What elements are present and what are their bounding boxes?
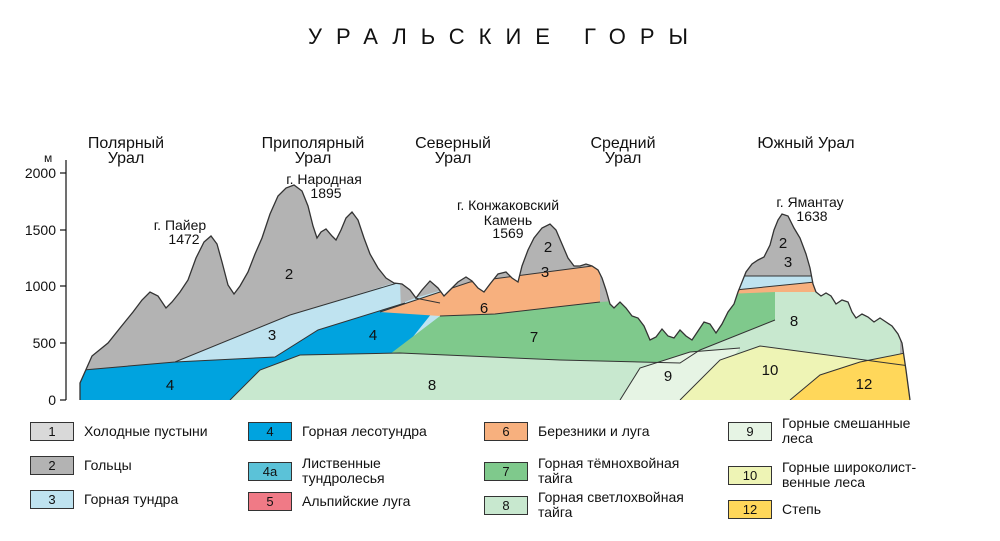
vegetation-zones	[80, 185, 910, 400]
zone-birch-meadows	[380, 265, 600, 316]
zone-label: 3	[268, 327, 276, 344]
legend-label: Лиственные тундролесья	[302, 455, 385, 486]
zone-boundaries	[80, 264, 910, 400]
zone-label: 6	[480, 300, 488, 317]
legend-swatch: 1	[30, 422, 74, 441]
legend-swatch: 5	[248, 492, 292, 511]
legend-swatch: 12	[728, 500, 772, 519]
zone-light-taiga	[230, 292, 900, 400]
legend-label: Горные широколист- венные леса	[782, 459, 917, 490]
y-axis-unit: м	[44, 151, 52, 165]
terrain-profile	[79, 184, 911, 401]
region-subpolar-urals: Приполярный Урал	[262, 135, 365, 167]
legend-swatch: 10	[728, 465, 772, 485]
legend-swatch: 2	[30, 456, 74, 475]
legend-swatch: 7	[484, 461, 528, 481]
peak-narodnaya-name: г. Народная	[286, 171, 362, 187]
legend-item-10: 10 Горные широколист- венные леса	[728, 460, 916, 490]
zone-label: 2	[544, 239, 552, 256]
peak-yamantau-height: 1638	[796, 208, 827, 224]
zone-number-labels: 2 2 2 3 3 3 4 4 6 7 8 8 9 10 12	[166, 235, 873, 394]
legend-label: Горные смешанные леса	[782, 415, 911, 446]
y-tick-labels: 0 500 1000 1500 2000	[25, 165, 56, 408]
zone-label: 8	[428, 377, 436, 394]
zone-steppe	[790, 352, 910, 400]
legend-swatch: 9	[728, 421, 772, 441]
peak-yamantau-name: г. Ямантау	[776, 194, 843, 210]
legend-label: Горная светлохвойная тайга	[538, 489, 684, 520]
legend-item-6: 6 Березники и луга	[484, 422, 650, 441]
zone-label: 3	[784, 254, 792, 271]
region-middle-urals: Средний Урал	[590, 135, 655, 167]
legend-swatch: 6	[484, 422, 528, 441]
zone-label: 7	[530, 329, 538, 346]
legend-label: Березники и луга	[538, 423, 650, 439]
y-tick-label: 500	[33, 335, 57, 351]
peak-narodnaya-height: 1895	[310, 185, 341, 201]
legend-item-7: 7 Горная тёмнохвойная тайга	[484, 456, 679, 486]
legend-swatch: 8	[484, 495, 528, 515]
legend-label: Горная тёмнохвойная тайга	[538, 455, 680, 486]
legend-swatch: 4а	[248, 461, 292, 481]
legend-item-9: 9 Горные смешанные леса	[728, 416, 910, 446]
region-southern-urals: Южный Урал	[757, 135, 854, 152]
legend-item-2: 2 Гольцы	[30, 456, 132, 475]
legend-item-12: 12 Степь	[728, 500, 821, 519]
peak-payer-height: 1472	[168, 231, 199, 247]
legend-label: Горная тундра	[84, 491, 179, 507]
peak-konzhakovsky-name: г. Конжаковский Камень	[457, 197, 559, 228]
legend-item-8: 8 Горная светлохвойная тайга	[484, 490, 684, 520]
legend-item-1: 1 Холодные пустыни	[30, 422, 208, 441]
zone-label: 12	[856, 376, 873, 393]
peak-konzhakovsky-height: 1569	[492, 225, 523, 241]
legend-label: Степь	[782, 501, 822, 517]
zone-label: 2	[285, 266, 293, 283]
peak-labels: г. Пайер 1472 г. Народная 1895 г. Конжак…	[154, 171, 844, 247]
zone-label: 9	[664, 368, 672, 385]
region-northern-urals: Северный Урал	[415, 135, 491, 167]
zone-label: 3	[541, 264, 549, 281]
region-labels: Полярный Урал Приполярный Урал Северный Ура…	[88, 135, 855, 167]
page-title: УРАЛЬСКИЕ ГОРЫ	[308, 24, 702, 49]
zone-label: 2	[779, 235, 787, 252]
zone-forest-tundra	[80, 303, 440, 400]
y-axis	[60, 160, 67, 401]
legend-item-4: 4 Горная лесотундра	[248, 422, 427, 441]
zone-label: 10	[762, 362, 779, 379]
y-tick-label: 1500	[25, 222, 56, 238]
legend-item-3: 3 Горная тундра	[30, 490, 178, 509]
zone-label: 8	[790, 313, 798, 330]
legend-label: Гольцы	[84, 457, 132, 473]
peak-payer-name: г. Пайер	[154, 217, 207, 233]
y-tick-label: 2000	[25, 165, 56, 181]
legend-item-4a: 4а Лиственные тундролесья	[248, 456, 385, 486]
y-tick-label: 0	[48, 392, 56, 408]
legend-swatch: 3	[30, 490, 74, 509]
legend-label: Горная лесотундра	[302, 423, 427, 439]
zone-label: 4	[369, 327, 377, 344]
y-tick-label: 1000	[25, 278, 56, 294]
legend-label: Холодные пустыни	[84, 423, 208, 439]
legend-label: Альпийские луга	[302, 493, 411, 509]
zone-label: 4	[166, 377, 174, 394]
region-polar-urals: Полярный Урал	[88, 135, 164, 167]
legend-item-5: 5 Альпийские луга	[248, 492, 410, 511]
legend-swatch: 4	[248, 422, 292, 441]
